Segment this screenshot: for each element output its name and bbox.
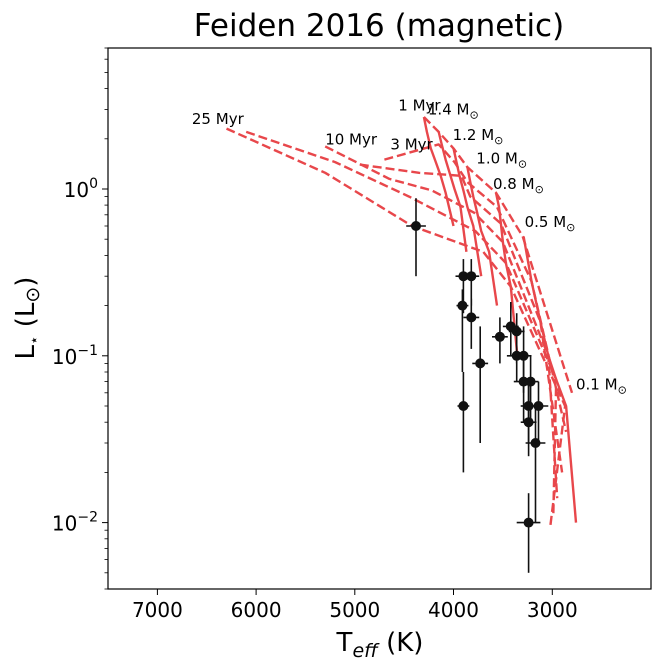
annotation-label-7: 0.8 M⊙: [493, 175, 544, 196]
x-tick-label-4: 3000: [527, 598, 578, 622]
annotation-text-7: 0.8 M: [493, 175, 535, 193]
y-axis-label: L⋆ (L⊙): [11, 277, 44, 360]
annotation-text-3: 1 Myr: [398, 97, 441, 115]
star-point-4: [463, 298, 480, 349]
mass-track-line-2: [452, 148, 483, 277]
star-marker-2: [466, 271, 477, 282]
star-marker-3: [457, 300, 468, 311]
observed-stars: [406, 198, 549, 573]
isochrone-line-2: [359, 163, 564, 473]
star-marker-15: [458, 401, 469, 411]
star-point-14: [528, 381, 549, 443]
y-tick-label-1: 10−1: [52, 343, 98, 369]
star-point-17: [525, 406, 546, 523]
star-marker-10: [475, 358, 486, 369]
star-point-2: [463, 259, 480, 306]
y-axis-label-unit: (L: [11, 302, 41, 335]
annotation-text-4: 1.4 M: [428, 100, 470, 118]
star-point-7: [492, 317, 508, 364]
mass-track-line-3: [466, 166, 499, 306]
y-tick-exponent-2: 0: [89, 176, 98, 192]
isochrone-line-1: [384, 143, 568, 433]
star-marker-16: [523, 417, 534, 428]
x-axis-label-main: T: [336, 628, 353, 658]
star-marker-4: [466, 312, 477, 323]
y-tick-base-1: 10: [52, 345, 77, 369]
annotation-text-8: 0.5 M: [525, 213, 567, 231]
x-axis-label: Teff (K): [336, 628, 424, 662]
y-tick-exponent-0: −2: [77, 510, 98, 526]
annotation-text-6: 1.0 M: [476, 150, 518, 168]
chart-title: Feiden 2016 (magnetic): [194, 8, 564, 44]
annotation-sun-symbol-4: ⊙: [469, 108, 478, 121]
annotation-label-5: 1.2 M⊙: [453, 126, 504, 147]
star-marker-17: [530, 438, 541, 448]
annotation-label-2: 3 Myr: [390, 136, 433, 154]
annotation-sun-symbol-7: ⊙: [535, 183, 544, 196]
isochrone-line-5: [226, 127, 567, 527]
plot-frame: [107, 47, 652, 590]
isochrone-line-3: [324, 145, 559, 499]
star-point-18: [516, 493, 541, 573]
annotation-text-1: 10 Myr: [325, 130, 378, 148]
x-axis-label-sub: eff: [352, 640, 380, 662]
annotation-text-2: 3 Myr: [390, 136, 433, 154]
y-axis-label-unit-close: ): [11, 277, 41, 287]
star-point-15: [457, 372, 470, 473]
y-axis-label-sub: ⋆: [25, 336, 43, 345]
star-point-0: [406, 198, 426, 277]
star-marker-7: [494, 331, 505, 342]
y-axis-label-main: L: [11, 344, 41, 359]
x-tick-label-2: 5000: [329, 598, 380, 622]
y-tick-exponent-1: −1: [77, 343, 98, 359]
annotation-label-8: 0.5 M⊙: [525, 213, 576, 234]
x-tick-label-1: 6000: [231, 598, 282, 622]
model-tracks: [226, 116, 578, 527]
annotation-label-9: 0.1 M⊙: [576, 375, 627, 396]
x-axis-label-unit: (K): [378, 628, 424, 658]
x-tick-label-0: 7000: [132, 598, 183, 622]
mass-track-line-0: [422, 116, 455, 227]
x-tick-label-3: 4000: [428, 598, 479, 622]
annotation-label-3: 1 Myr: [398, 97, 441, 115]
annotation-sun-symbol-5: ⊙: [494, 134, 503, 147]
star-marker-12: [525, 376, 536, 387]
star-marker-18: [523, 517, 534, 528]
annotation-text-5: 1.2 M: [453, 126, 495, 144]
y-tick-base-0: 10: [52, 512, 77, 536]
annotation-label-6: 1.0 M⊙: [476, 150, 527, 171]
annotation-sun-symbol-6: ⊙: [518, 158, 527, 171]
y-tick-label-2: 100: [64, 176, 98, 202]
y-tick-label-0: 10−2: [52, 510, 98, 536]
y-axis-label-unit-sym: ⊙: [22, 287, 44, 303]
star-marker-0: [411, 221, 421, 231]
annotation-text-9: 0.1 M: [576, 375, 618, 393]
y-tick-base-2: 10: [64, 178, 89, 202]
annotation-label-4: 1.4 M⊙: [428, 100, 479, 121]
isochrone-line-0: [423, 116, 574, 394]
annotation-sun-symbol-8: ⊙: [566, 221, 575, 234]
annotation-label-1: 10 Myr: [325, 130, 378, 148]
isochrone-line-4: [245, 130, 558, 516]
star-point-3: [456, 289, 469, 372]
mass-track-line-1: [437, 131, 468, 252]
annotation-label-0: 25 Myr: [192, 110, 245, 128]
star-point-10: [472, 326, 489, 443]
annotation-sun-symbol-9: ⊙: [618, 383, 627, 396]
annotation-text-0: 25 Myr: [192, 110, 245, 128]
